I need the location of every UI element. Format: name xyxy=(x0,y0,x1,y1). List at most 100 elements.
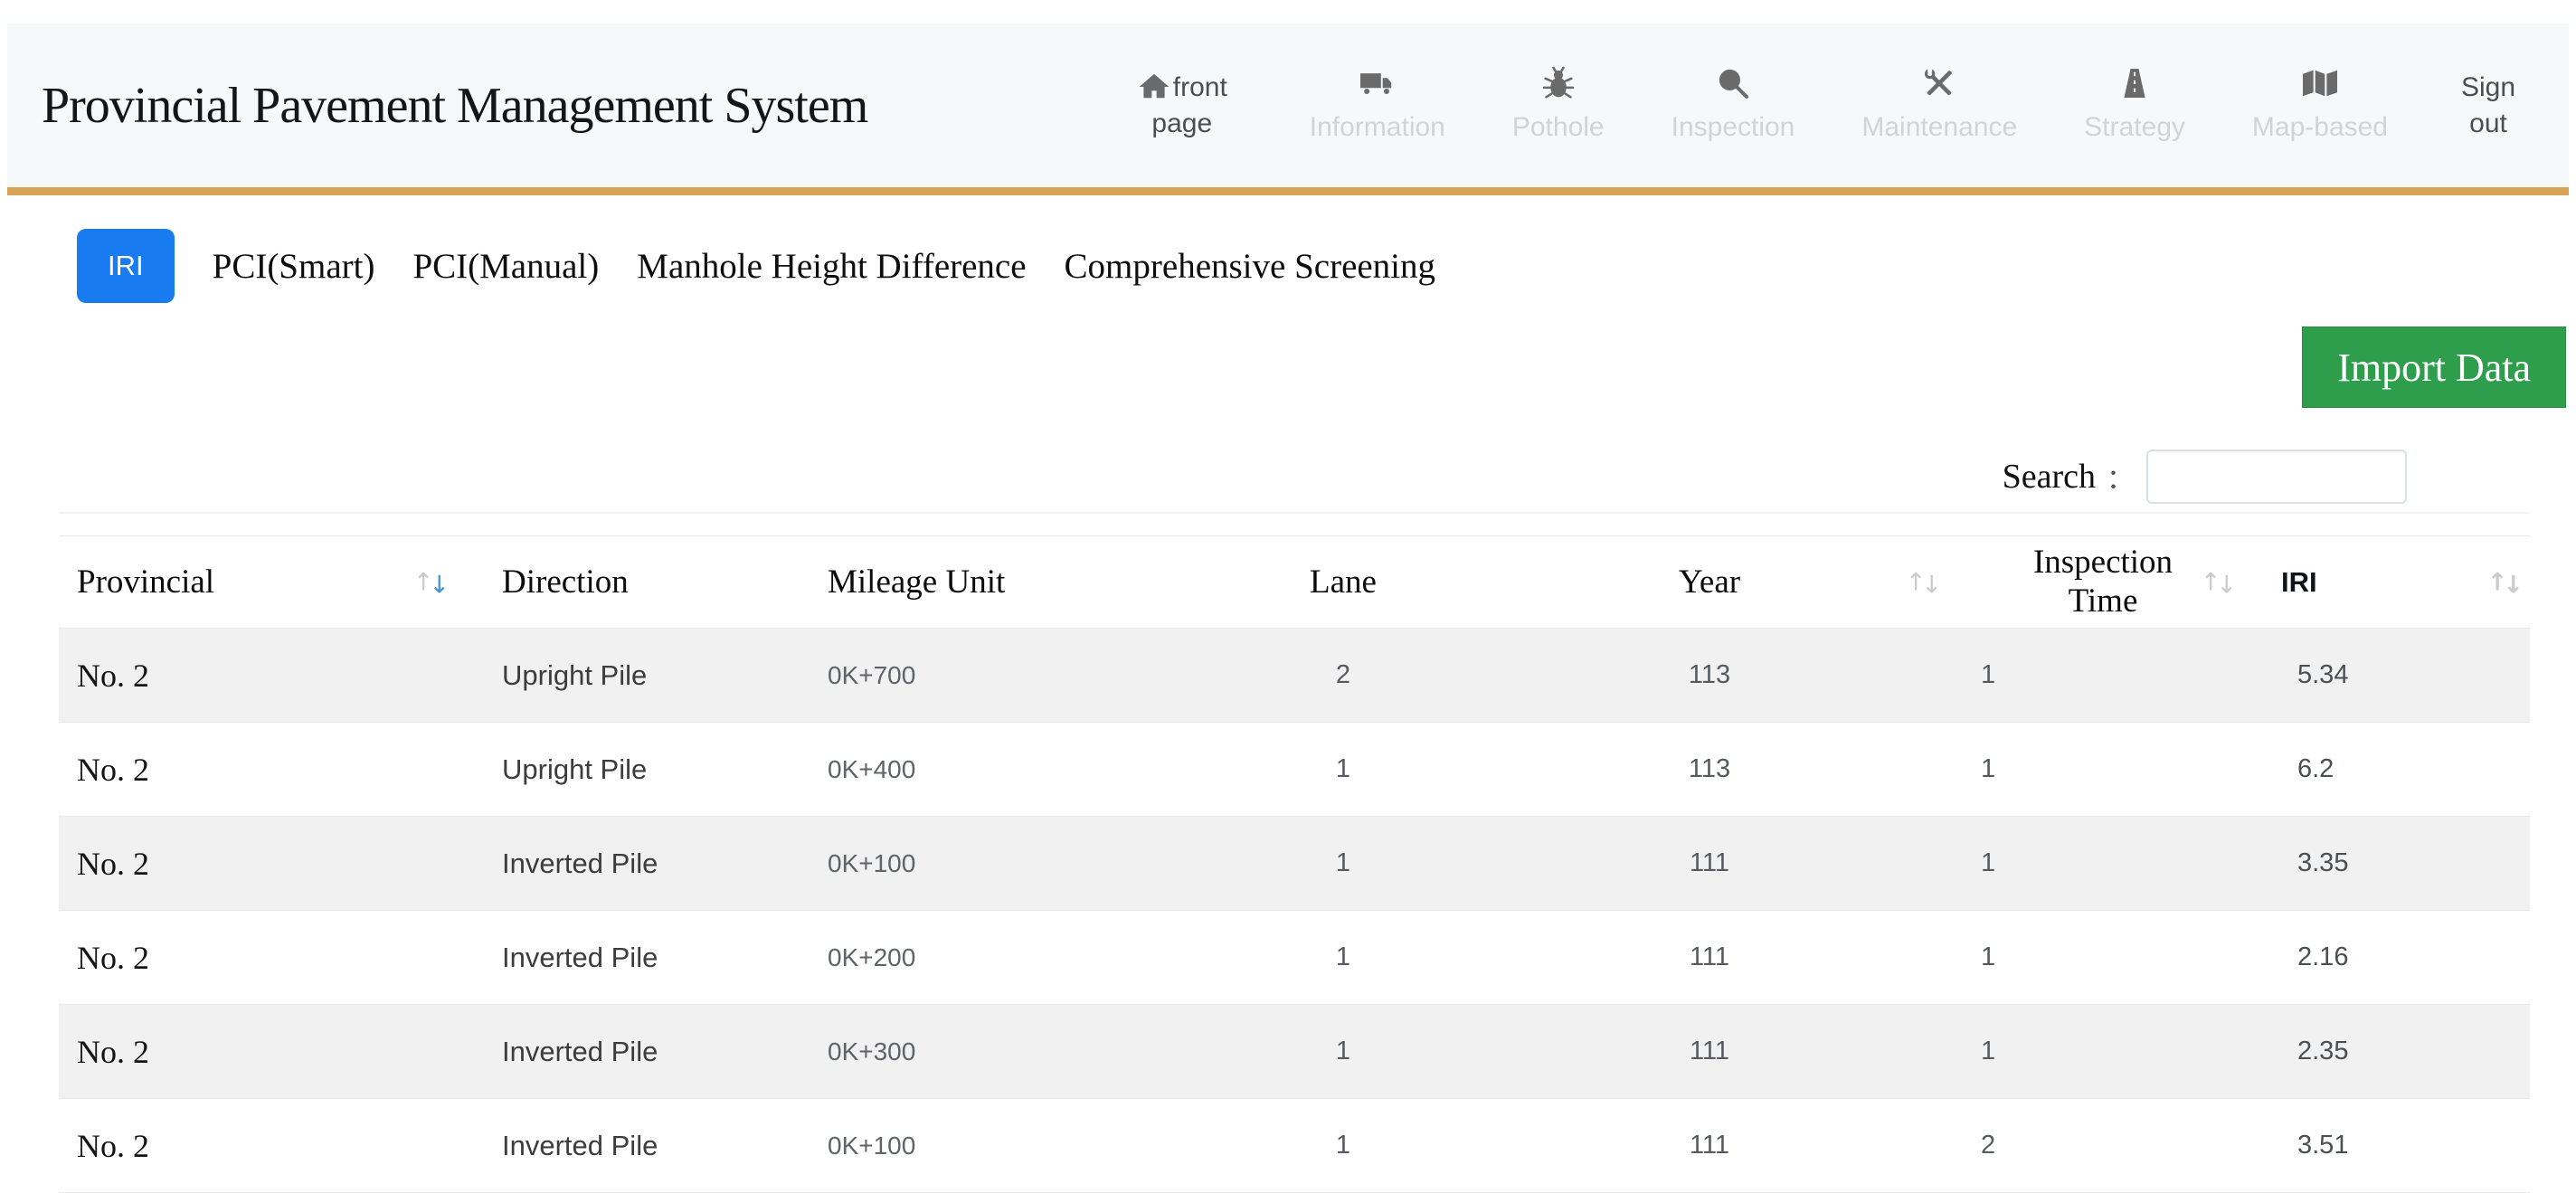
cell-direction: Inverted Pile xyxy=(502,1035,658,1067)
cell-lane: 1 xyxy=(1335,848,1351,877)
nav-item-label: Information xyxy=(1309,111,1445,142)
search-label: Search xyxy=(2002,458,2096,496)
cell-lane: 2 xyxy=(1335,660,1351,689)
tab-pci-manual[interactable]: PCI(Manual) xyxy=(412,246,600,286)
cell-lane: 1 xyxy=(1335,942,1351,971)
bug-icon xyxy=(1541,66,1576,100)
truck-icon xyxy=(1359,66,1395,100)
sort-icon[interactable]: ↑↓ xyxy=(412,568,450,599)
table-row[interactable]: No. 2 Inverted Pile 0K+300 1 111 1 2.35 xyxy=(59,1005,2530,1099)
cell-direction: Inverted Pile xyxy=(502,847,658,879)
nav-item-pothole[interactable]: Pothole xyxy=(1512,66,1605,146)
magnifier-icon xyxy=(1716,66,1750,100)
search-input[interactable] xyxy=(2146,450,2407,504)
cell-year: 111 xyxy=(1689,942,1730,971)
page-title: Provincial Pavement Management System xyxy=(42,77,868,134)
nav-item-maintenance[interactable]: Maintenance xyxy=(1861,66,2017,146)
tab-iri[interactable]: IRI xyxy=(77,229,175,303)
table-row[interactable]: No. 2 Inverted Pile 0K+100 1 111 2 3.51 xyxy=(59,1099,2530,1193)
cell-provincial: No. 2 xyxy=(77,657,149,694)
tools-icon xyxy=(1922,66,1956,100)
cell-iri: 5.34 xyxy=(2297,660,2349,689)
nav-item-label: Map-based xyxy=(2251,111,2388,142)
home-icon xyxy=(1137,69,1171,103)
search-bar: Search ： xyxy=(2003,447,2407,507)
map-icon xyxy=(2302,66,2337,100)
nav-item-label: Inspection xyxy=(1671,111,1795,142)
table-header-row: Provincial ↑↓ Direction Mileage Unit Lan… xyxy=(59,535,2530,629)
cell-provincial: No. 2 xyxy=(77,1127,149,1164)
search-colon: ： xyxy=(2107,465,2134,495)
cell-iri: 3.51 xyxy=(2297,1131,2349,1160)
column-header-inspection-time[interactable]: Inspection Time ↑↓ xyxy=(2032,543,2237,620)
cell-lane: 1 xyxy=(1335,1037,1351,1065)
cell-inspection-time: 1 xyxy=(1981,942,1996,971)
cell-mileage-unit: 0K+400 xyxy=(828,754,916,783)
cell-iri: 2.35 xyxy=(2297,1037,2349,1065)
nav-item-label: Sign out xyxy=(2460,71,2516,138)
cell-year: 111 xyxy=(1689,1131,1730,1160)
table-row[interactable]: No. 2 Inverted Pile 0K+200 1 111 1 2.16 xyxy=(59,911,2530,1005)
tab-comprehensive-screening[interactable]: Comprehensive Screening xyxy=(1064,246,1436,286)
cell-direction: Upright Pile xyxy=(502,753,648,785)
nav-item-sign-out[interactable]: Sign out xyxy=(2455,70,2522,142)
nav-item-information[interactable]: Information xyxy=(1310,66,1445,146)
cell-year: 111 xyxy=(1689,1037,1730,1065)
nav-item-label: Strategy xyxy=(2084,111,2185,142)
cell-lane: 1 xyxy=(1335,1131,1351,1160)
cell-inspection-time: 1 xyxy=(1981,1037,1996,1065)
sort-icon[interactable]: ↑↓ xyxy=(2200,568,2237,599)
road-icon xyxy=(2117,66,2152,100)
cell-mileage-unit: 0K+100 xyxy=(828,848,916,877)
table-row[interactable]: No. 2 Inverted Pile 0K+100 1 111 1 3.35 xyxy=(59,817,2530,911)
nav-item-inspection[interactable]: Inspection xyxy=(1672,66,1795,146)
cell-mileage-unit: 0K+100 xyxy=(828,1131,916,1160)
cell-mileage-unit: 0K+300 xyxy=(828,1037,916,1065)
nav-item-front-page[interactable]: front page xyxy=(1122,69,1243,142)
cell-mileage-unit: 0K+700 xyxy=(828,660,916,689)
cell-lane: 1 xyxy=(1335,754,1351,783)
cell-provincial: No. 2 xyxy=(77,751,149,788)
main-nav: front page Information Pothole Inspectio… xyxy=(1122,66,2522,146)
cell-iri: 2.16 xyxy=(2297,942,2349,971)
nav-item-strategy[interactable]: Strategy xyxy=(2084,66,2185,146)
nav-item-label: Pothole xyxy=(1511,111,1605,142)
table-row[interactable]: No. 2 Upright Pile 0K+400 1 113 1 6.2 xyxy=(59,723,2530,817)
table-top-rule xyxy=(59,512,2530,514)
tab-pci-smart[interactable]: PCI(Smart) xyxy=(212,246,375,286)
cell-direction: Upright Pile xyxy=(502,658,648,691)
sort-icon[interactable]: ↑↓ xyxy=(2486,568,2524,599)
cell-year: 113 xyxy=(1688,660,1731,689)
nav-item-map-based[interactable]: Map-based xyxy=(2252,66,2388,146)
cell-iri: 6.2 xyxy=(2297,754,2334,783)
cell-inspection-time: 1 xyxy=(1981,848,1996,877)
nav-item-label: Maintenance xyxy=(1861,111,2018,142)
cell-provincial: No. 2 xyxy=(77,845,149,882)
column-header-provincial[interactable]: Provincial ↑↓ xyxy=(77,563,450,601)
column-header-lane: Lane xyxy=(1310,563,1377,601)
table-body: No. 2 Upright Pile 0K+700 2 113 1 5.34 N… xyxy=(59,629,2530,1193)
cell-year: 111 xyxy=(1689,848,1730,877)
cell-year: 113 xyxy=(1688,754,1731,783)
cell-inspection-time: 1 xyxy=(1981,660,1996,689)
cell-direction: Inverted Pile xyxy=(502,941,658,973)
import-data-button[interactable]: Import Data xyxy=(2302,327,2566,408)
cell-provincial: No. 2 xyxy=(77,939,149,976)
sub-tabbar: IRI PCI(Smart) PCI(Manual) Manhole Heigh… xyxy=(77,229,1435,303)
cell-mileage-unit: 0K+200 xyxy=(828,942,916,971)
column-header-year[interactable]: Year ↑↓ xyxy=(1678,563,1942,601)
app-header: Provincial Pavement Management System fr… xyxy=(7,24,2569,195)
sort-icon[interactable]: ↑↓ xyxy=(1905,568,1942,599)
table-row[interactable]: No. 2 Upright Pile 0K+700 2 113 1 5.34 xyxy=(59,629,2530,723)
nav-item-label: front page xyxy=(1151,72,1227,138)
cell-inspection-time: 1 xyxy=(1981,754,1996,783)
column-header-iri[interactable]: IRI ↑↓ xyxy=(2281,565,2524,599)
column-header-mileage-unit: Mileage Unit xyxy=(828,563,1006,601)
cell-provincial: No. 2 xyxy=(77,1033,149,1070)
data-table: Provincial ↑↓ Direction Mileage Unit Lan… xyxy=(59,535,2530,1193)
tab-manhole-height-difference[interactable]: Manhole Height Difference xyxy=(637,246,1027,286)
cell-direction: Inverted Pile xyxy=(502,1129,658,1161)
column-header-direction: Direction xyxy=(502,563,629,601)
cell-iri: 3.35 xyxy=(2297,848,2349,877)
cell-inspection-time: 2 xyxy=(1981,1131,1996,1160)
